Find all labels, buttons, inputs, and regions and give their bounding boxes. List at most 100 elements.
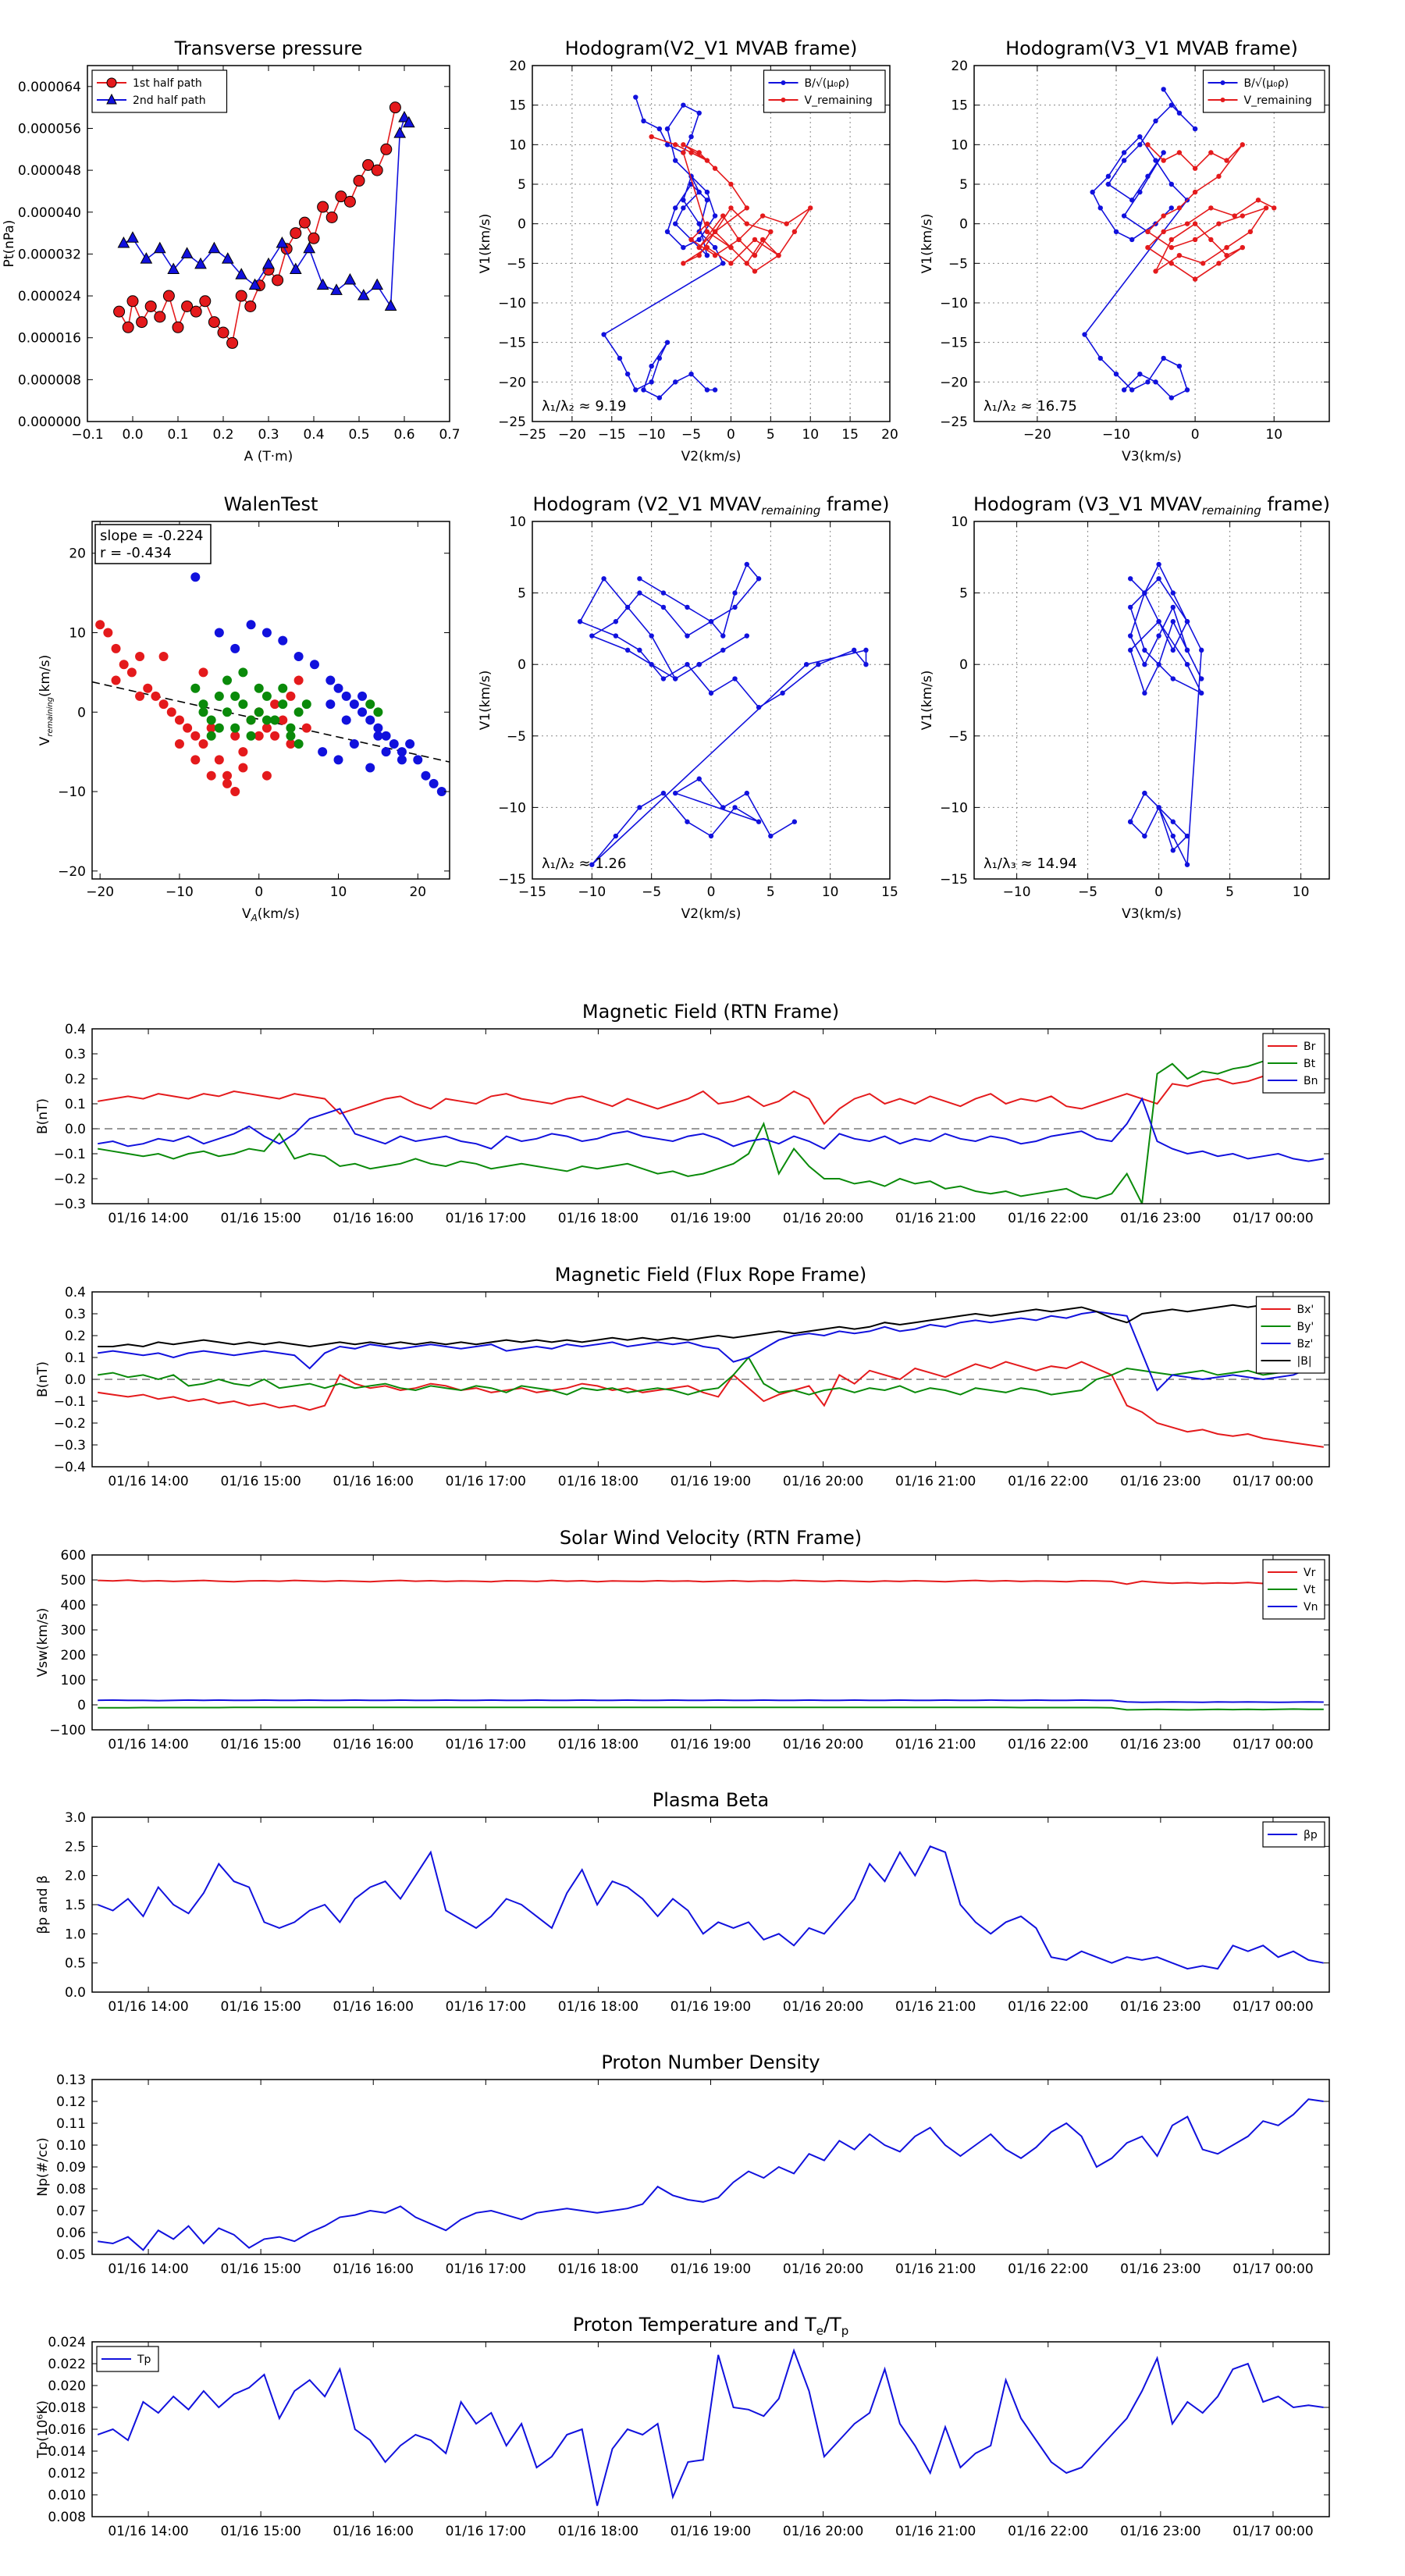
data-point <box>397 755 407 765</box>
data-point <box>1263 205 1269 211</box>
data-point <box>704 229 710 234</box>
data-point <box>421 770 431 781</box>
data-point <box>413 755 423 765</box>
x-tick-label: −5 <box>681 427 701 443</box>
x-tick-label: 10 <box>802 427 819 443</box>
x-tick-label: 01/16 23:00 <box>1120 1474 1200 1489</box>
y-tick-label: 0.08 <box>56 2182 86 2197</box>
x-tick-label: 01/16 15:00 <box>220 1211 301 1226</box>
x-tick-label: 0 <box>254 884 263 900</box>
legend-label: Vt <box>1304 1584 1316 1596</box>
data-point <box>752 237 758 243</box>
y-tick-label: −10 <box>940 296 968 311</box>
data-point <box>270 699 280 710</box>
data-point <box>222 778 233 788</box>
y-axis-label: Tp(10⁶K) <box>35 2400 51 2459</box>
data-point <box>136 316 148 329</box>
data-point <box>712 229 718 234</box>
y-tick-label: 0.2 <box>65 1072 86 1087</box>
data-point <box>190 683 201 693</box>
x-tick-label: 01/16 20:00 <box>783 1474 863 1489</box>
x-tick-label: 01/16 17:00 <box>446 1999 526 2015</box>
chart-proton-number-density: Proton Number Density 01/16 14:00 01/16 15… <box>35 2051 1330 2277</box>
data-point <box>154 311 166 323</box>
data-point <box>696 253 702 258</box>
y-tick-label: 0.000040 <box>18 205 81 221</box>
data-point <box>373 707 383 717</box>
data-point <box>214 628 224 638</box>
x-tick-label: 0 <box>707 884 716 900</box>
data-point <box>278 635 288 646</box>
x-tick-label: 5 <box>767 427 775 443</box>
x-tick-label: 01/16 18:00 <box>558 2524 638 2539</box>
x-tick-label: 15 <box>841 427 859 443</box>
chart-magnetic-field-rtn: Magnetic Field (RTN Frame) 01/16 14:00 01/… <box>35 1001 1330 1226</box>
x-tick-label: 0 <box>1154 884 1163 900</box>
chart-title: Hodogram(V3_V1 MVAB frame) <box>1005 37 1298 59</box>
data-point <box>217 326 229 339</box>
data-point <box>261 628 272 638</box>
y-tick-label: 0.000000 <box>18 415 81 430</box>
data-point <box>1170 676 1176 681</box>
x-tick-label: 01/16 18:00 <box>558 2261 638 2277</box>
x-tick-label: −10 <box>1003 884 1031 900</box>
data-point <box>732 805 738 810</box>
data-point <box>1129 387 1135 393</box>
data-point <box>756 819 762 824</box>
data-point <box>238 747 248 757</box>
data-point <box>712 244 718 251</box>
data-point <box>1142 790 1147 796</box>
data-point <box>214 691 224 701</box>
stats-text: slope = -0.224 <box>100 528 203 544</box>
data-point <box>174 738 184 749</box>
data-point <box>357 289 370 301</box>
data-point <box>852 647 857 653</box>
data-point <box>816 662 821 667</box>
data-point <box>744 633 749 639</box>
series-0 <box>98 2098 1324 2251</box>
data-point <box>791 819 798 824</box>
plot-area <box>1082 87 1277 400</box>
data-point <box>389 738 399 749</box>
data-point <box>1184 221 1190 226</box>
data-point <box>289 262 302 275</box>
y-tick-label: 0 <box>518 217 526 233</box>
data-point <box>696 237 702 243</box>
data-point <box>293 707 304 717</box>
x-tick-label: 0.6 <box>393 427 414 443</box>
y-tick-label: 0.4 <box>65 1022 86 1037</box>
series-bz- <box>98 1311 1324 1392</box>
data-point <box>230 691 240 701</box>
data-point <box>1113 372 1119 377</box>
data-point <box>720 633 726 639</box>
data-point <box>1184 662 1190 667</box>
data-point <box>293 738 304 749</box>
y-tick-label: −20 <box>498 375 526 390</box>
x-tick-label: 0.2 <box>212 427 233 443</box>
data-point <box>143 683 153 693</box>
x-tick-label: 01/16 17:00 <box>446 1474 526 1489</box>
data-point <box>1240 244 1245 251</box>
series-line <box>118 107 397 345</box>
data-point <box>222 770 233 781</box>
data-point <box>589 862 595 867</box>
data-point <box>613 833 619 839</box>
data-point <box>111 675 121 685</box>
x-tick-label: −0.1 <box>71 427 103 443</box>
data-point <box>688 150 694 155</box>
data-point <box>317 201 329 213</box>
y-tick-label: 0.000016 <box>18 331 81 347</box>
data-point <box>673 142 678 148</box>
x-tick-label: 10 <box>1265 427 1282 443</box>
y-tick-label: 1.5 <box>65 1898 86 1913</box>
data-point <box>325 699 336 710</box>
plot-area <box>601 94 813 400</box>
x-tick-label: 01/16 18:00 <box>558 1474 638 1489</box>
x-tick-label: 01/16 20:00 <box>783 2261 863 2277</box>
data-point <box>357 707 368 717</box>
data-point <box>704 387 710 393</box>
data-point <box>278 683 288 693</box>
data-point <box>704 158 710 163</box>
y-tick-label: 0.000008 <box>18 372 81 388</box>
data-point <box>704 197 710 203</box>
